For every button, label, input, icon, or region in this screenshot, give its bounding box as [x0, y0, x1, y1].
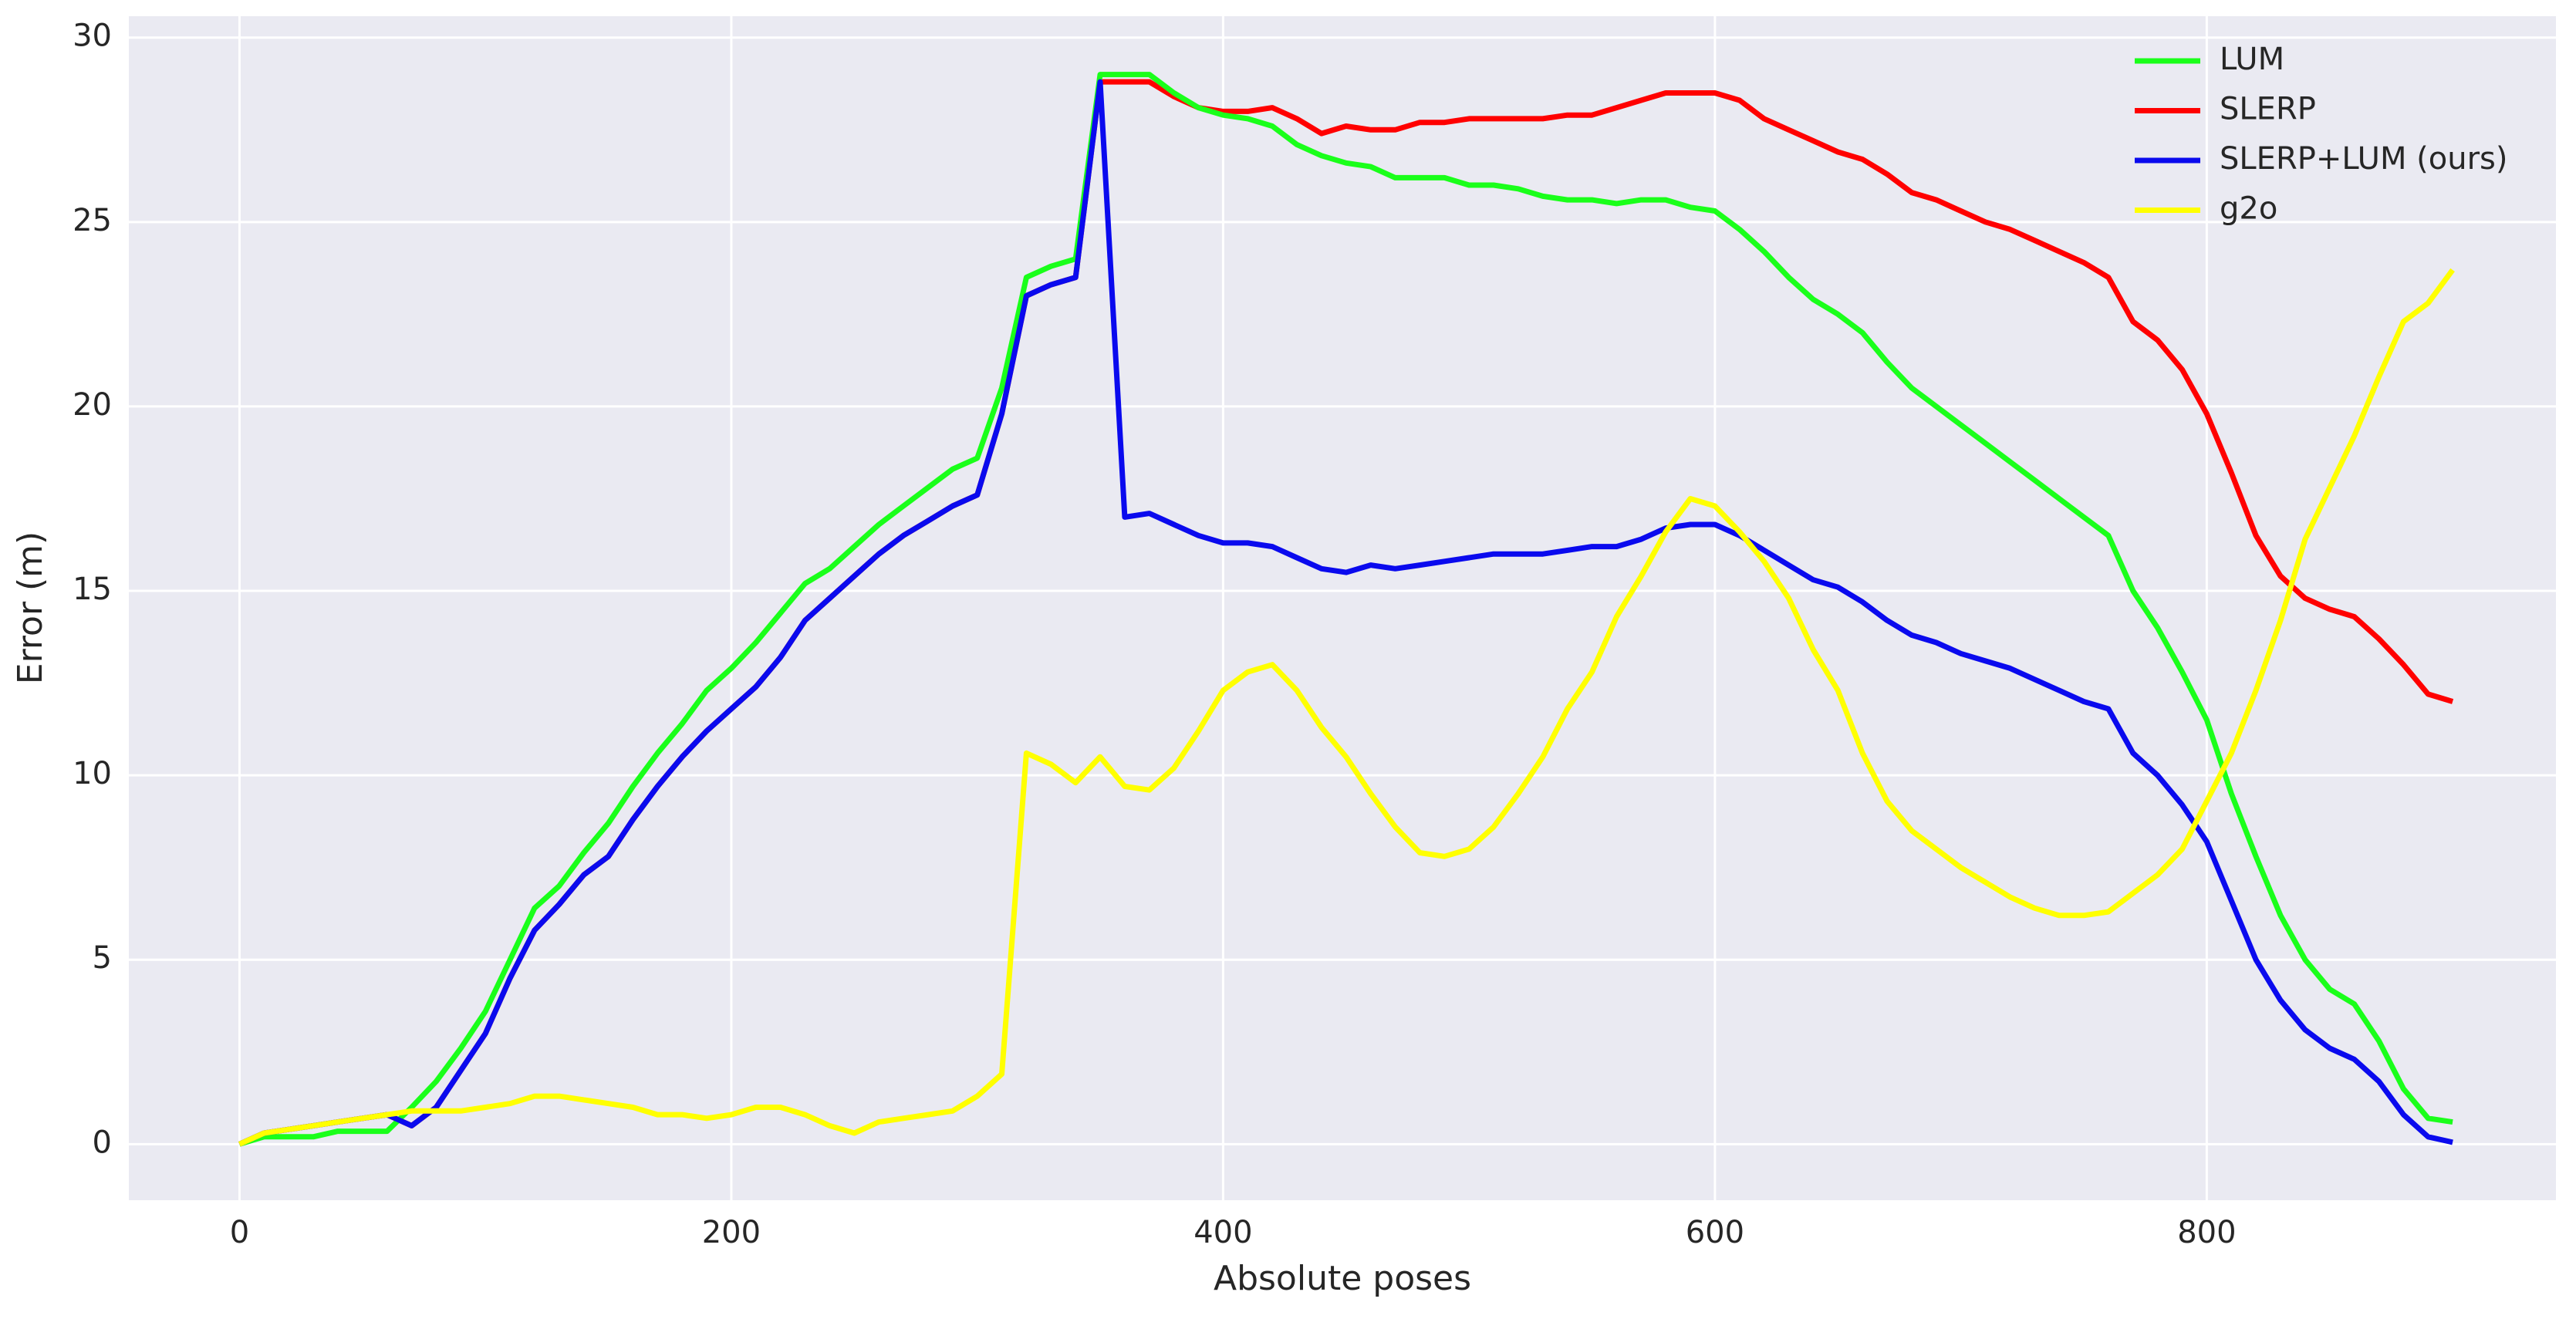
x-tick-label: 400	[1193, 1215, 1252, 1250]
legend-label: SLERP+LUM (ours)	[2220, 141, 2508, 177]
y-tick-label: 0	[93, 1125, 112, 1160]
lines	[238, 72, 2455, 1147]
series-line	[238, 268, 2455, 1147]
x-tick-label: 0	[230, 1215, 249, 1250]
plot-area	[129, 16, 2556, 1200]
x-tick-label: 600	[1686, 1215, 1744, 1250]
legend: LUM SLERP SLERP+LUM (ours) g2o	[2135, 42, 2508, 227]
series-line	[238, 79, 2453, 1147]
legend-label: g2o	[2220, 191, 2277, 227]
legend-label: SLERP	[2220, 92, 2316, 127]
x-tick-label: 800	[2177, 1215, 2236, 1250]
grid	[129, 16, 2556, 1200]
y-tick-label: 15	[73, 572, 112, 607]
y-tick-label: 30	[73, 19, 112, 54]
legend-label: LUM	[2220, 42, 2284, 77]
y-tick-label: 10	[73, 756, 112, 791]
y-tick-label: 25	[73, 203, 112, 238]
y-tick-label: 20	[73, 387, 112, 423]
series-line	[238, 72, 2453, 1147]
x-tick-label: 200	[702, 1215, 761, 1250]
y-axis-label: Error (m)	[11, 531, 50, 684]
y-tick-label: 5	[93, 940, 112, 976]
x-axis-label: Absolute poses	[1214, 1259, 1471, 1298]
